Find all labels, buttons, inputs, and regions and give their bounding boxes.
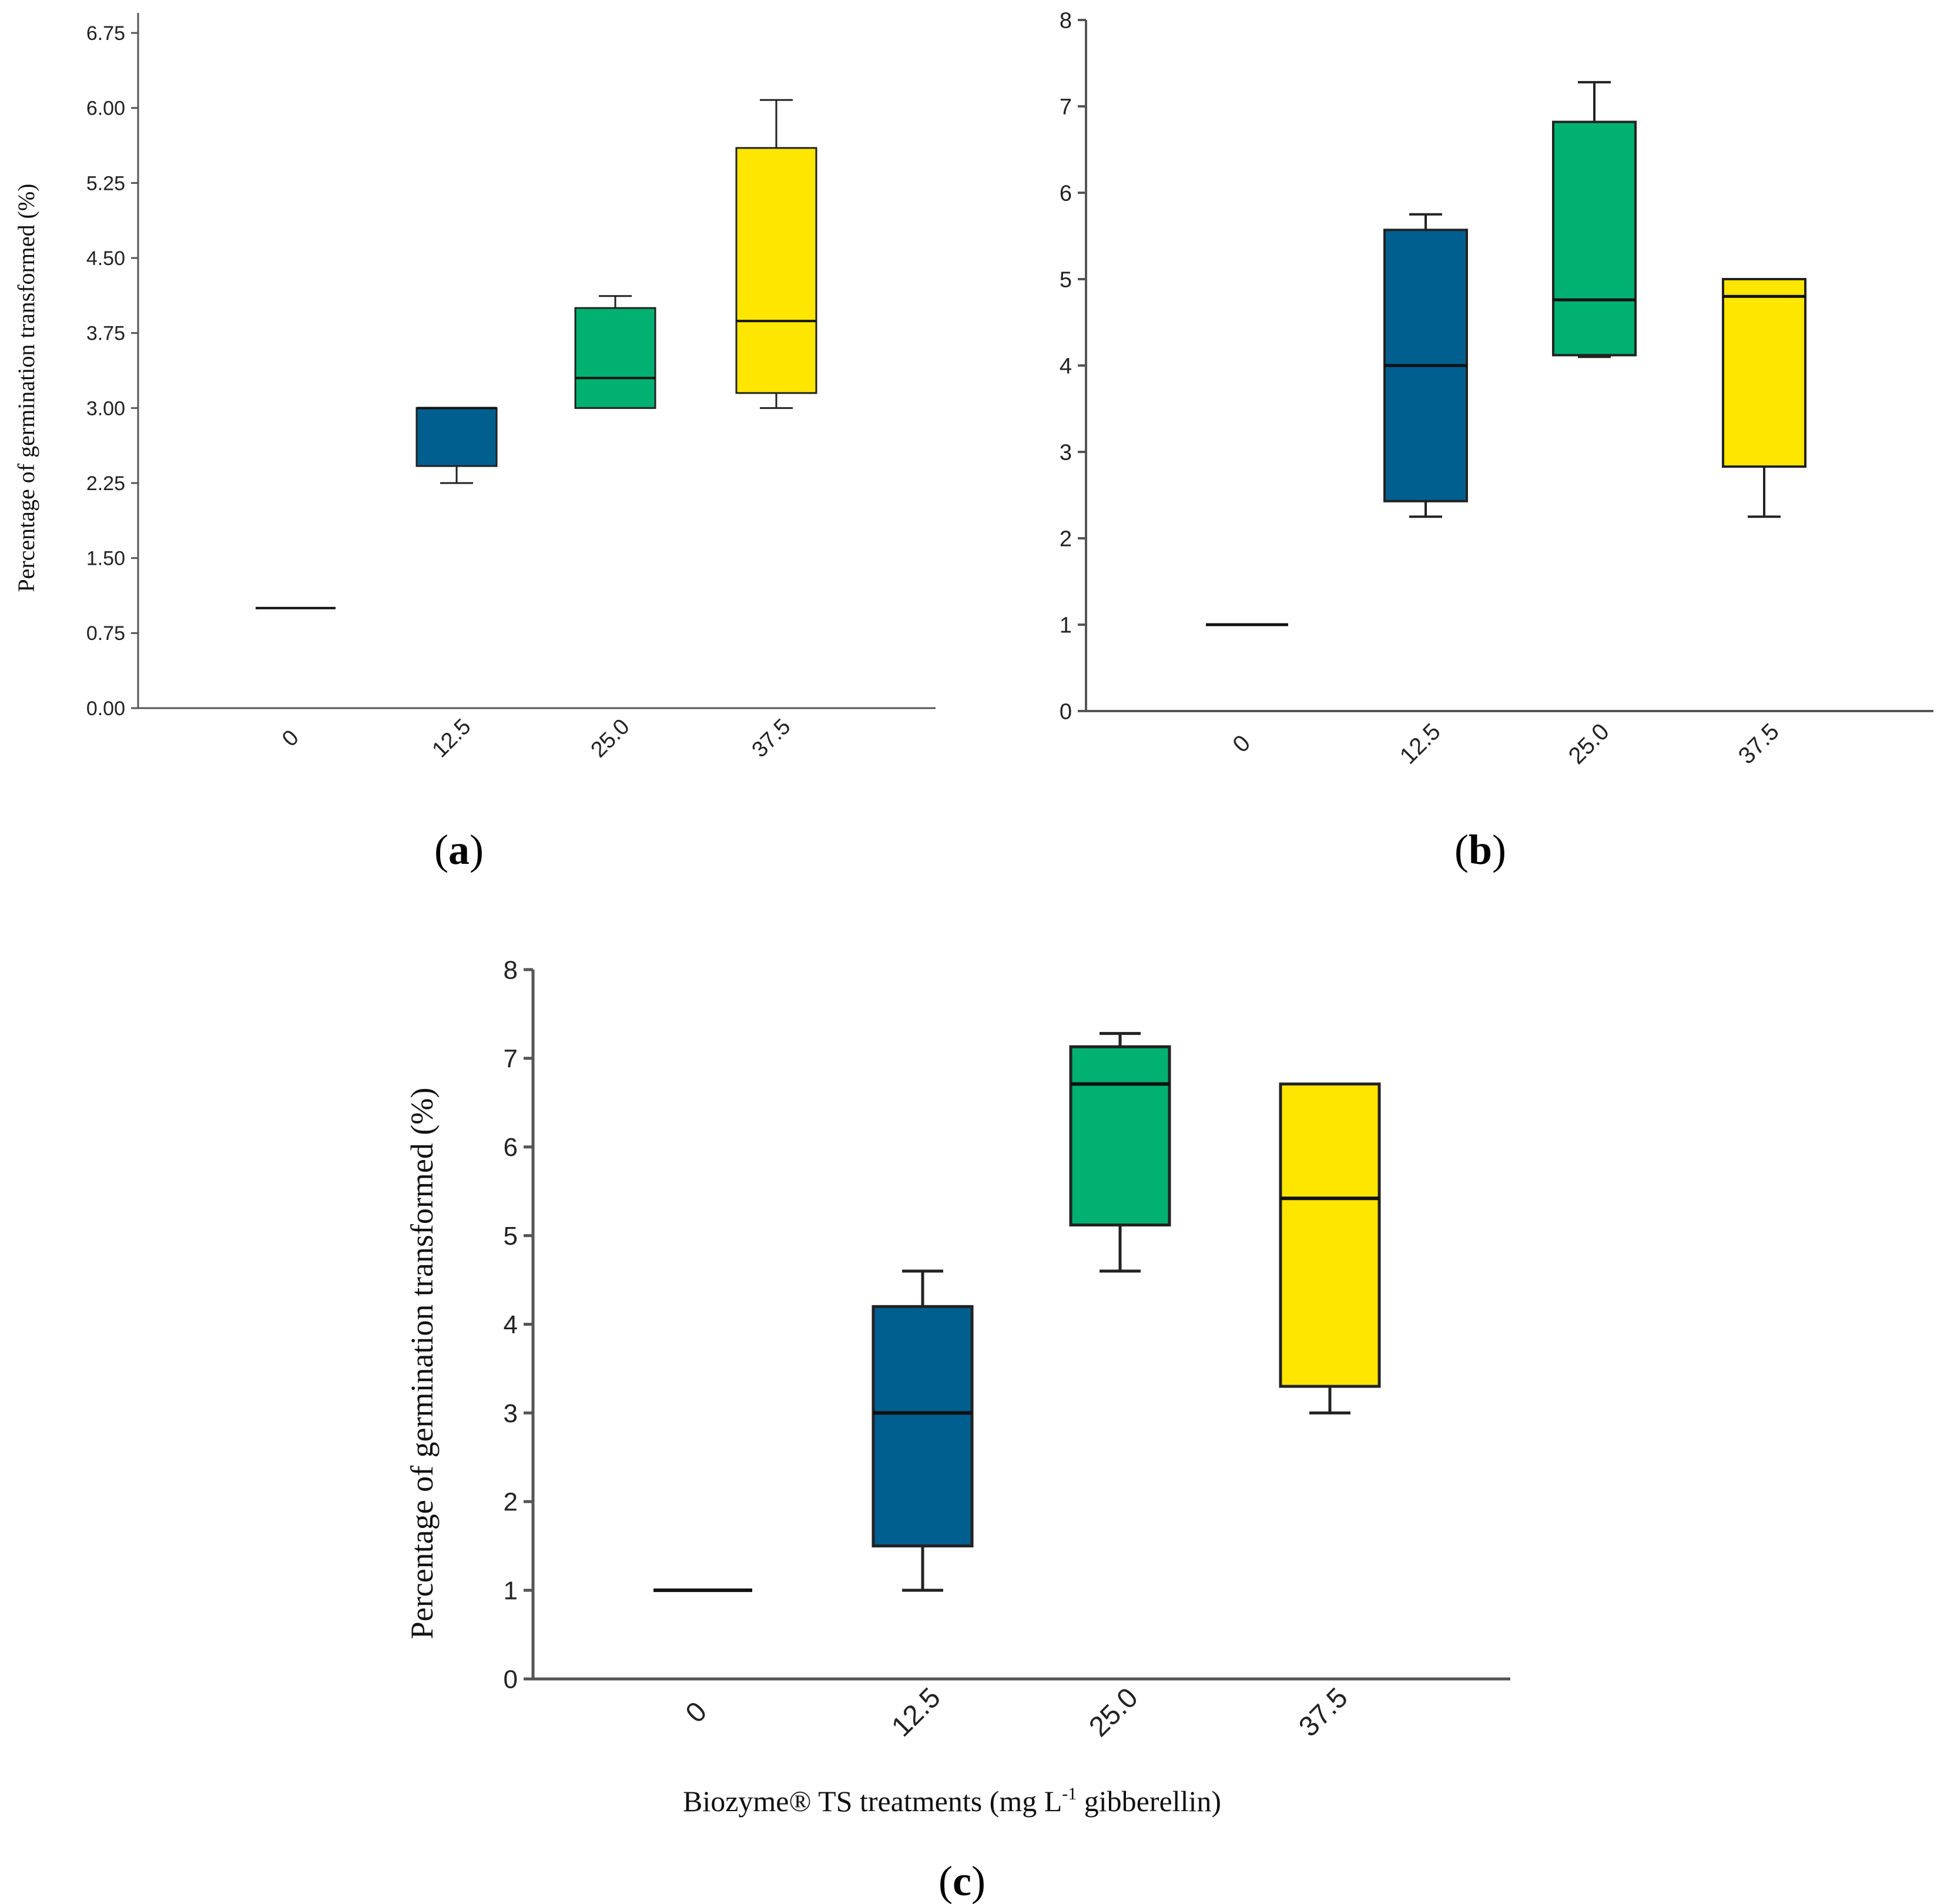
panel-b-y-tick-label: 7	[1060, 95, 1072, 119]
panel-a-y-tick-label: 0.00	[86, 698, 125, 720]
panel-c-box-body	[1069, 1045, 1171, 1227]
panel-a-y-tick-label: 2.25	[86, 472, 125, 495]
panel-b-y-tick-label: 1	[1060, 613, 1072, 638]
panel-c-ylabel: Percentage of germination transformed (%…	[404, 1088, 440, 1640]
panel-a-y-tick-label: 1.50	[86, 548, 125, 570]
panel-c-box-body	[1279, 1082, 1381, 1388]
panel-c-y-tick-label: 7	[504, 1044, 518, 1073]
panel-a-box-body	[415, 407, 498, 467]
panel-a-y-tick-label: 5.25	[86, 172, 125, 195]
panel-a-box-body	[735, 147, 817, 394]
panel-c-y-tick-label: 3	[504, 1399, 518, 1428]
panel-a-letter: a	[448, 826, 470, 873]
panel-c-y-tick-label: 4	[504, 1310, 518, 1339]
panel-a-y-tick-label: 6.75	[86, 22, 125, 45]
panel-c-y-tick-label: 8	[504, 956, 518, 984]
panel-b-y-tick-label: 5	[1060, 267, 1072, 292]
panel-b-y-tick-label: 8	[1060, 8, 1072, 33]
panel-b-box-body	[1552, 120, 1637, 357]
panel-a-box-12.5	[415, 407, 498, 484]
panel-a-y-tick-label: 4.50	[86, 247, 125, 270]
panel-a: 0.00 0.75 1.50 2.25 3.00 3.75 4.50 5.25 6.00 6.75…	[86, 13, 936, 763]
panel-c-xlabel: Biozyme® TS treatments (mg L-1 gibberell…	[683, 1784, 1221, 1818]
panel-a-box-37.5	[735, 99, 817, 409]
panel-b-y-tick-label: 4	[1060, 354, 1072, 378]
panel-a-box-body	[574, 307, 656, 409]
xlabel-main: Biozyme® TS treatments (mg L	[683, 1785, 1062, 1818]
panel-c-box-12.5	[872, 1269, 974, 1592]
panel-b-box-25.0	[1552, 81, 1637, 358]
panel-b-box-12.5	[1383, 213, 1468, 518]
panel-b-y-tick-label: 3	[1060, 440, 1072, 465]
panel-c-y-tick-label: 5	[504, 1222, 518, 1251]
panel-c-letter: c	[953, 1858, 971, 1904]
panel-a-box-25.0	[574, 295, 656, 409]
panel-a-label: (a)	[434, 826, 484, 873]
xlabel-tail: gibberellin)	[1077, 1785, 1221, 1818]
panel-b-letter: b	[1469, 826, 1492, 873]
panel-a-y-tick-label: 0.75	[86, 622, 125, 645]
panel-c-y-tick-label: 2	[504, 1488, 518, 1517]
panel-c-y-tick-label: 0	[504, 1665, 518, 1694]
panel-b-y-tick-label: 0	[1060, 699, 1072, 724]
panel-c-y-tick-label: 1	[504, 1577, 518, 1605]
panel-c-label: (c)	[939, 1858, 986, 1904]
panel-b-box-body	[1722, 278, 1806, 468]
panel-c-box-25.0	[1069, 1032, 1171, 1273]
panel-a-y-tick-label: 6.00	[86, 98, 125, 120]
panel-b-y-tick-label: 2	[1060, 527, 1072, 551]
panel-b-box-37.5	[1722, 278, 1806, 518]
panel-a-y-tick-label: 3.75	[86, 323, 125, 345]
xlabel-superscript: -1	[1062, 1784, 1077, 1804]
panel-c-y-tick-label: 6	[504, 1133, 518, 1162]
panel-c-box-body	[872, 1305, 974, 1548]
panel-b-y-tick-label: 6	[1060, 181, 1072, 206]
panel-c-box-37.5	[1279, 1082, 1381, 1414]
panel-a-ylabel: Percentage of germination transformed (%…	[13, 183, 39, 592]
panel-b-label: (b)	[1454, 826, 1506, 873]
panel-a-y-tick-label: 3.00	[86, 397, 125, 420]
